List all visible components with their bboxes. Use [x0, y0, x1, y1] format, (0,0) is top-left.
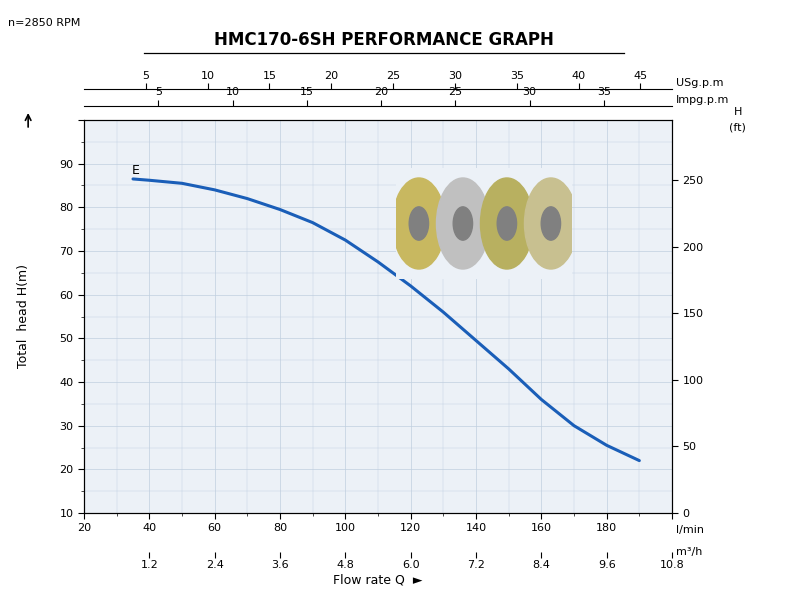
Text: E: E [132, 164, 139, 177]
Ellipse shape [498, 207, 517, 240]
Text: Flow rate Q  ►: Flow rate Q ► [334, 574, 422, 587]
Ellipse shape [393, 178, 446, 269]
Text: n=2850 RPM: n=2850 RPM [8, 18, 80, 28]
Ellipse shape [453, 207, 473, 240]
Text: HMC170-6SH PERFORMANCE GRAPH: HMC170-6SH PERFORMANCE GRAPH [214, 31, 554, 49]
Text: Total  head H(m): Total head H(m) [18, 265, 30, 368]
Ellipse shape [437, 178, 490, 269]
Text: m³/h: m³/h [676, 547, 702, 557]
Text: USg.p.m: USg.p.m [676, 78, 723, 88]
Ellipse shape [409, 207, 429, 240]
Ellipse shape [525, 178, 578, 269]
Ellipse shape [481, 178, 534, 269]
Text: Impg.p.m: Impg.p.m [676, 95, 730, 105]
Text: (ft): (ft) [729, 122, 746, 132]
Ellipse shape [542, 207, 561, 240]
Text: H: H [734, 107, 742, 117]
Text: l/min: l/min [676, 525, 704, 535]
